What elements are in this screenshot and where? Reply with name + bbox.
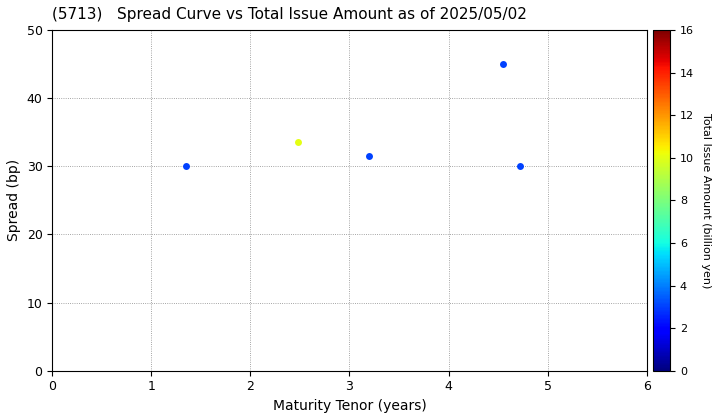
Y-axis label: Spread (bp): Spread (bp) [7, 159, 21, 242]
X-axis label: Maturity Tenor (years): Maturity Tenor (years) [273, 399, 426, 413]
Point [364, 153, 375, 160]
Text: (5713)   Spread Curve vs Total Issue Amount as of 2025/05/02: (5713) Spread Curve vs Total Issue Amoun… [53, 7, 527, 22]
Y-axis label: Total Issue Amount (billion yen): Total Issue Amount (billion yen) [701, 113, 711, 288]
Point [514, 163, 526, 170]
Point [180, 163, 192, 170]
Point [292, 139, 304, 146]
Point [498, 61, 509, 68]
